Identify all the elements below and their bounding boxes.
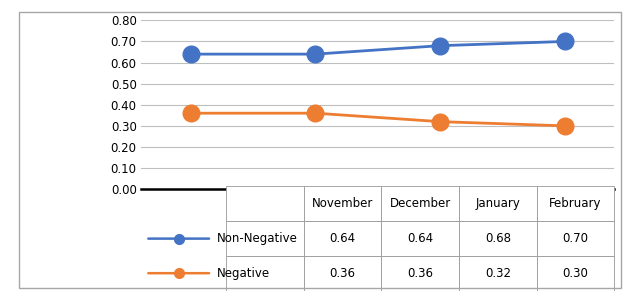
Text: Non-Negative: Non-Negative	[216, 232, 298, 245]
Text: Negative: Negative	[216, 267, 269, 280]
